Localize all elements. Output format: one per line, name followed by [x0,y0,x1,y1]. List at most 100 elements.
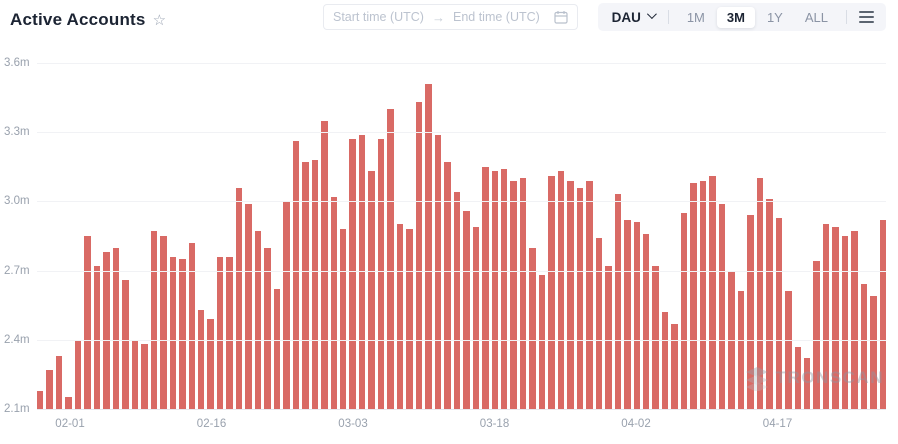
bar[interactable] [709,176,716,409]
bar[interactable] [737,291,745,409]
bar[interactable] [860,284,868,409]
bar[interactable] [292,141,300,409]
bar[interactable] [434,134,442,409]
bar[interactable] [538,275,546,409]
bar[interactable] [586,180,593,409]
bar[interactable] [396,224,404,409]
bar[interactable] [46,369,53,409]
bar[interactable] [500,169,508,409]
bar[interactable] [841,236,849,409]
bar[interactable] [207,319,214,409]
bar[interactable] [197,309,205,409]
bar[interactable] [103,252,110,409]
bar[interactable] [785,291,792,409]
bar[interactable] [813,261,820,409]
bar[interactable] [37,390,44,409]
range-button-all[interactable]: ALL [804,9,828,25]
bar[interactable] [482,166,489,409]
bar[interactable] [851,231,858,409]
bar[interactable] [444,162,451,409]
metric-dropdown[interactable]: DAU [606,9,660,25]
bar[interactable] [472,226,480,409]
bar[interactable] [463,210,470,409]
bar[interactable] [245,203,252,409]
bar[interactable] [756,178,764,409]
range-button-3m[interactable]: 3M [716,6,755,28]
bar[interactable] [65,397,72,409]
bar[interactable] [453,192,461,409]
bar[interactable] [141,344,148,409]
bar[interactable] [567,180,574,409]
bar[interactable] [93,266,101,409]
bar[interactable] [747,215,754,409]
calendar-icon[interactable] [554,10,568,24]
bar[interactable] [633,222,640,409]
bar[interactable] [406,229,413,409]
bar[interactable] [576,187,584,409]
bar[interactable] [321,120,328,409]
bar[interactable] [519,178,527,409]
bar[interactable] [624,219,631,409]
bar[interactable] [671,323,678,409]
bar[interactable] [614,194,622,409]
bar[interactable] [283,201,290,409]
favorite-star-icon[interactable]: ☆ [152,11,167,29]
bar[interactable] [368,171,375,409]
bar[interactable] [529,247,536,409]
bar[interactable] [340,229,347,409]
bar[interactable] [879,219,887,409]
bar[interactable] [264,247,271,409]
bar[interactable] [188,242,195,409]
bar[interactable] [548,176,555,409]
bar[interactable] [766,199,773,409]
bar[interactable] [557,171,565,409]
bar[interactable] [55,355,63,409]
bar[interactable] [74,339,82,409]
bar[interactable] [377,139,385,409]
bar[interactable] [358,134,366,409]
bar[interactable] [254,231,262,409]
bar[interactable] [150,231,158,409]
bar[interactable] [425,83,432,409]
bar[interactable] [330,196,337,409]
bar[interactable] [349,139,356,409]
bar[interactable] [84,236,91,409]
bar[interactable] [226,256,233,409]
bar[interactable] [235,187,243,409]
bar[interactable] [699,180,707,409]
bar[interactable] [661,312,669,409]
bar[interactable] [387,109,394,409]
bar[interactable] [122,279,129,409]
bar[interactable] [652,266,659,409]
range-button-1y[interactable]: 1Y [766,9,783,25]
bar[interactable] [605,266,612,409]
range-button-1m[interactable]: 1M [686,9,705,25]
bar[interactable] [595,238,603,409]
bar[interactable] [832,226,839,409]
bar[interactable] [302,162,309,409]
bar[interactable] [131,339,139,409]
end-time-input[interactable]: End time (UTC) [452,10,540,24]
bar[interactable] [803,358,811,409]
bar[interactable] [112,247,120,409]
bar[interactable] [775,217,783,409]
bar[interactable] [870,295,877,409]
bar[interactable] [491,171,498,409]
bar[interactable] [160,236,167,409]
bar[interactable] [169,256,177,409]
bar[interactable] [273,289,281,409]
bar[interactable] [311,159,319,409]
bar[interactable] [680,212,688,409]
bar[interactable] [510,180,517,409]
bar[interactable] [794,346,801,409]
bar[interactable] [822,224,830,409]
bar[interactable] [690,182,697,409]
start-time-input[interactable]: Start time (UTC) [333,10,424,24]
bar[interactable] [179,259,186,409]
bar[interactable] [718,203,726,409]
hamburger-menu-icon[interactable] [855,7,878,27]
bar[interactable] [643,233,650,409]
bar[interactable] [415,102,423,409]
date-range-picker[interactable]: Start time (UTC) → End time (UTC) [323,4,578,30]
bar[interactable] [216,256,224,409]
